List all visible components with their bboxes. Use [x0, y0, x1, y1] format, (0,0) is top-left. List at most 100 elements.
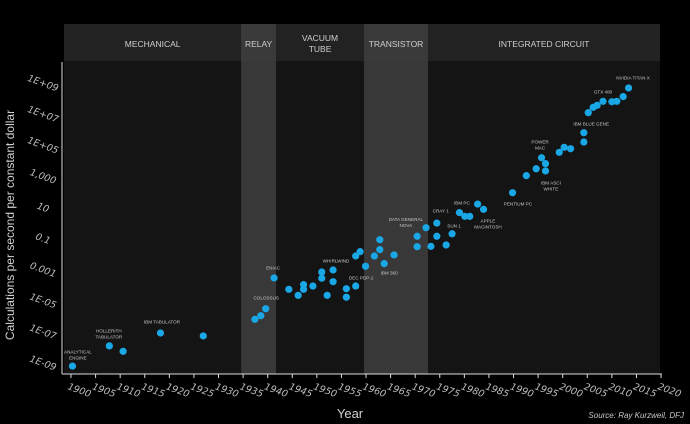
annotation-line: APPLE [481, 218, 496, 223]
data-point [580, 129, 588, 137]
point-annotation: IBM TABULATOR [144, 319, 181, 324]
data-point [593, 101, 601, 109]
annotation-line: GTX 480 [594, 89, 613, 94]
x-axis-title: Year [337, 406, 364, 421]
annotation-line: IBM PC [454, 200, 471, 205]
plot-panel [64, 24, 660, 374]
data-point [318, 268, 326, 276]
data-point [433, 219, 441, 227]
data-point [361, 262, 370, 270]
point-annotation: APPLE MACINTOSH [474, 218, 501, 229]
data-point [541, 160, 550, 168]
data-point [422, 224, 430, 232]
data-point [309, 282, 317, 290]
source-credit: Source: Ray Kurzweil, DFJ [588, 411, 685, 420]
data-point [508, 189, 517, 197]
point-annotation: DEC PDP-1 [349, 275, 374, 280]
annotation-line: POWER [531, 139, 549, 144]
point-annotation: IBM PC [454, 200, 471, 205]
data-point [580, 138, 588, 146]
data-point [390, 251, 398, 259]
annotation-line: MACINTOSH [474, 224, 501, 229]
data-point [455, 209, 464, 217]
annotation-line: DEC PDP-1 [349, 275, 374, 280]
annotation-line: DATA GENERAL [389, 217, 424, 222]
era-header [364, 24, 428, 61]
point-annotation: COLOSSUS [253, 296, 279, 301]
data-point [318, 274, 326, 282]
data-point [199, 332, 207, 340]
era-label-line: INTEGRATED CIRCUIT [499, 39, 590, 49]
annotation-line: ENIAC [266, 265, 281, 270]
annotation-line: SUN 1 [447, 224, 461, 229]
era-label-line: TUBE [309, 44, 332, 54]
data-point [380, 260, 388, 268]
annotation-line: NVIDIA TITAN X [616, 75, 650, 80]
point-annotation: WHIRLWIND [323, 258, 350, 263]
data-point [466, 212, 474, 220]
y-axis-title: Calculations per second per constant dol… [3, 110, 17, 340]
data-point [537, 154, 546, 162]
data-point [560, 143, 568, 151]
point-annotation: HOLLERITH TABULATOR [95, 329, 122, 340]
data-point [376, 246, 384, 254]
era-label-line: RELAY [245, 39, 273, 49]
era-header [241, 24, 277, 61]
data-point [370, 252, 378, 260]
data-point [448, 230, 456, 238]
data-point [356, 248, 364, 256]
annotation-line: ENGINE [69, 356, 87, 361]
data-point [532, 165, 540, 173]
data-point [329, 278, 337, 286]
annotation-line: COLOSSUS [253, 296, 279, 301]
era-label-line: TRANSISTOR [369, 39, 424, 49]
data-point [299, 285, 308, 293]
era-label-line: VACUUM [302, 33, 338, 43]
annotation-line: MAC [535, 145, 546, 150]
data-point [262, 305, 270, 313]
data-point [474, 200, 482, 208]
data-point [413, 232, 421, 240]
data-point [251, 315, 259, 323]
annotation-line: HOLLERITH [96, 329, 122, 334]
data-point [413, 243, 421, 251]
data-point [442, 241, 450, 249]
data-point [624, 84, 633, 92]
data-point [342, 293, 350, 301]
annotation-line: IBM ASCI [541, 181, 561, 186]
data-point [342, 285, 350, 293]
data-point [352, 282, 360, 290]
data-point [566, 145, 575, 153]
era-label: RELAY [245, 39, 273, 49]
data-point [479, 205, 488, 213]
data-point [541, 167, 550, 175]
data-point [433, 232, 441, 240]
data-point [584, 109, 592, 117]
annotation-line: TABULATOR [95, 335, 122, 340]
era-label: MECHANICAL [125, 39, 181, 49]
data-point [323, 291, 331, 299]
data-point [352, 252, 360, 260]
data-point [613, 97, 621, 105]
point-annotation: POWER MAC [531, 139, 549, 150]
point-annotation: NVIDIA TITAN X [616, 75, 650, 80]
data-point [376, 236, 384, 244]
data-point [105, 342, 113, 350]
data-point [294, 291, 302, 299]
data-point [156, 329, 165, 337]
data-point [68, 362, 77, 370]
era-label: TRANSISTOR [369, 39, 424, 49]
annotation-line: IBM 360 [381, 270, 399, 275]
era-header [64, 24, 242, 61]
annotation-line: PENTIUM PC [504, 201, 533, 206]
annotation-line: WHIRLWIND [323, 258, 350, 263]
point-annotation: IBM ASCI WHITE [541, 181, 561, 192]
data-point [619, 93, 627, 101]
annotation-line: CRAY 1 [433, 209, 450, 214]
point-annotation: SUN 1 [447, 224, 461, 229]
era-header [276, 24, 365, 61]
point-annotation: DATA GENERAL NOVA [389, 217, 424, 228]
point-annotation: IBM 360 [381, 270, 399, 275]
